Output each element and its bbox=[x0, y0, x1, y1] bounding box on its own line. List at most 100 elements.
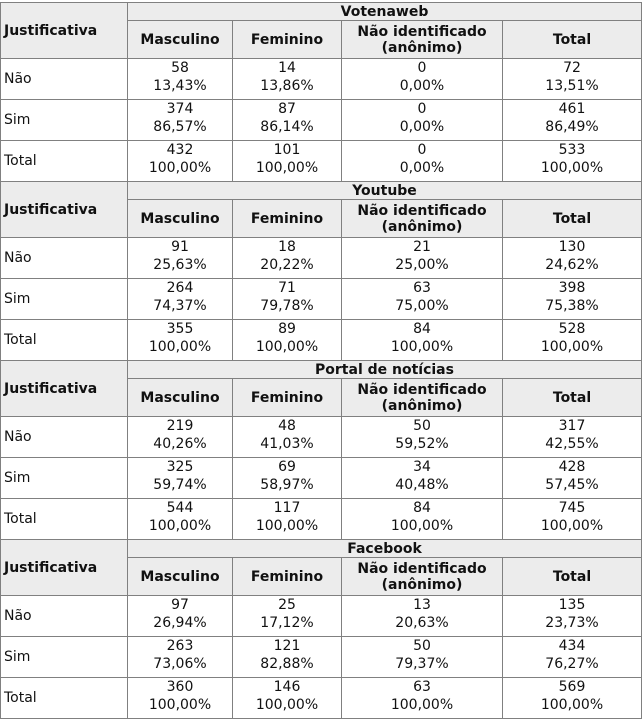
data-cell: 0 0,00% bbox=[341, 99, 503, 141]
row-header: Justificativa bbox=[0, 181, 128, 238]
count: 146 bbox=[273, 679, 301, 695]
data-cell: 355 100,00% bbox=[127, 319, 233, 361]
data-cell: 91 25,63% bbox=[127, 237, 233, 279]
column-header: Total bbox=[502, 199, 642, 238]
percent: 100,00% bbox=[148, 697, 212, 713]
percent: 41,03% bbox=[260, 436, 314, 452]
data-cell: 398 75,38% bbox=[502, 278, 642, 320]
data-cell: 18 20,22% bbox=[232, 237, 342, 279]
row-label: Não bbox=[0, 237, 128, 279]
column-header: Total bbox=[502, 20, 642, 59]
data-cell: 21 25,00% bbox=[341, 237, 503, 279]
section-title: Facebook bbox=[127, 539, 642, 558]
percent: 100,00% bbox=[255, 339, 319, 355]
column-header: Feminino bbox=[232, 378, 342, 417]
data-cell: 745 100,00% bbox=[502, 498, 642, 540]
percent: 13,43% bbox=[153, 78, 207, 94]
data-row: Não 91 25,63% 18 20,22% 21 25,00% 130 24,62% bbox=[0, 237, 642, 279]
percent: 26,94% bbox=[153, 615, 207, 631]
count: 14 bbox=[278, 60, 296, 76]
percent: 100,00% bbox=[255, 518, 319, 534]
percent: 74,37% bbox=[153, 298, 207, 314]
column-header: Não identificado (anônimo) bbox=[341, 557, 503, 596]
data-cell: 69 58,97% bbox=[232, 457, 342, 499]
data-cell: 528 100,00% bbox=[502, 319, 642, 361]
header-row: Masculino Feminino Não identificado (anôni… bbox=[1, 557, 642, 596]
data-row: Total 355 100,00% 89 100,00% 84 100,00% 528 100,… bbox=[0, 319, 642, 361]
count: 355 bbox=[166, 321, 194, 337]
count: 97 bbox=[171, 597, 189, 613]
title-row: Justificativa Facebook bbox=[0, 539, 642, 596]
count: 374 bbox=[166, 101, 194, 117]
column-header: Feminino bbox=[232, 557, 342, 596]
column-header: Feminino bbox=[232, 20, 342, 59]
percent: 20,63% bbox=[395, 615, 449, 631]
data-cell: 325 59,74% bbox=[127, 457, 233, 499]
count: 428 bbox=[558, 459, 586, 475]
data-cell: 48 41,03% bbox=[232, 416, 342, 458]
row-label: Sim bbox=[0, 278, 128, 320]
percent: 79,37% bbox=[395, 656, 449, 672]
percent: 59,52% bbox=[395, 436, 449, 452]
data-cell: 84 100,00% bbox=[341, 319, 503, 361]
data-cell: 50 79,37% bbox=[341, 636, 503, 678]
count: 117 bbox=[273, 500, 301, 516]
count: 87 bbox=[278, 101, 296, 117]
data-row: Total 432 100,00% 101 100,00% 0 0,00% 533 100,00… bbox=[0, 140, 642, 182]
data-cell: 461 86,49% bbox=[502, 99, 642, 141]
data-cell: 58 13,43% bbox=[127, 58, 233, 100]
count: 434 bbox=[558, 638, 586, 654]
data-cell: 432 100,00% bbox=[127, 140, 233, 182]
percent: 86,57% bbox=[153, 119, 207, 135]
row-label: Total bbox=[0, 498, 128, 540]
row-label: Não bbox=[0, 58, 128, 100]
count: 360 bbox=[166, 679, 194, 695]
percent: 24,62% bbox=[545, 257, 599, 273]
data-row: Sim 374 86,57% 87 86,14% 0 0,00% 461 86,49% bbox=[0, 99, 642, 141]
data-cell: 34 40,48% bbox=[341, 457, 503, 499]
data-row: Sim 264 74,37% 71 79,78% 63 75,00% 398 75,38% bbox=[0, 278, 642, 320]
row-label: Total bbox=[0, 677, 128, 719]
column-header: Total bbox=[502, 378, 642, 417]
title-row: Justificativa Portal de notícias bbox=[0, 360, 642, 417]
percent: 23,73% bbox=[545, 615, 599, 631]
data-row: Sim 263 73,06% 121 82,88% 50 79,37% 434 76,27% bbox=[0, 636, 642, 678]
count: 18 bbox=[278, 239, 296, 255]
count: 461 bbox=[558, 101, 586, 117]
percent: 100,00% bbox=[540, 518, 604, 534]
percent: 17,12% bbox=[260, 615, 314, 631]
percent: 58,97% bbox=[260, 477, 314, 493]
percent: 100,00% bbox=[390, 339, 454, 355]
row-label: Sim bbox=[0, 636, 128, 678]
data-cell: 317 42,55% bbox=[502, 416, 642, 458]
data-cell: 87 86,14% bbox=[232, 99, 342, 141]
count: 264 bbox=[166, 280, 194, 296]
data-cell: 89 100,00% bbox=[232, 319, 342, 361]
percent: 100,00% bbox=[540, 160, 604, 176]
percent: 100,00% bbox=[540, 697, 604, 713]
column-header: Masculino bbox=[127, 378, 233, 417]
count: 317 bbox=[558, 418, 586, 434]
data-cell: 97 26,94% bbox=[127, 595, 233, 637]
count: 745 bbox=[558, 500, 586, 516]
percent: 76,27% bbox=[545, 656, 599, 672]
data-cell: 146 100,00% bbox=[232, 677, 342, 719]
count: 130 bbox=[558, 239, 586, 255]
row-header: Justificativa bbox=[0, 2, 128, 59]
count: 34 bbox=[413, 459, 431, 475]
column-header: Masculino bbox=[127, 557, 233, 596]
data-cell: 374 86,57% bbox=[127, 99, 233, 141]
percent: 42,55% bbox=[545, 436, 599, 452]
data-cell: 72 13,51% bbox=[502, 58, 642, 100]
count: 84 bbox=[413, 500, 431, 516]
percent: 100,00% bbox=[148, 339, 212, 355]
data-cell: 50 59,52% bbox=[341, 416, 503, 458]
data-row: Sim 325 59,74% 69 58,97% 34 40,48% 428 57,45% bbox=[0, 457, 642, 499]
data-cell: 360 100,00% bbox=[127, 677, 233, 719]
percent: 20,22% bbox=[260, 257, 314, 273]
percent: 100,00% bbox=[540, 339, 604, 355]
header-row: Masculino Feminino Não identificado (anôni… bbox=[1, 378, 642, 417]
section-title: Youtube bbox=[127, 181, 642, 200]
data-cell: 63 75,00% bbox=[341, 278, 503, 320]
